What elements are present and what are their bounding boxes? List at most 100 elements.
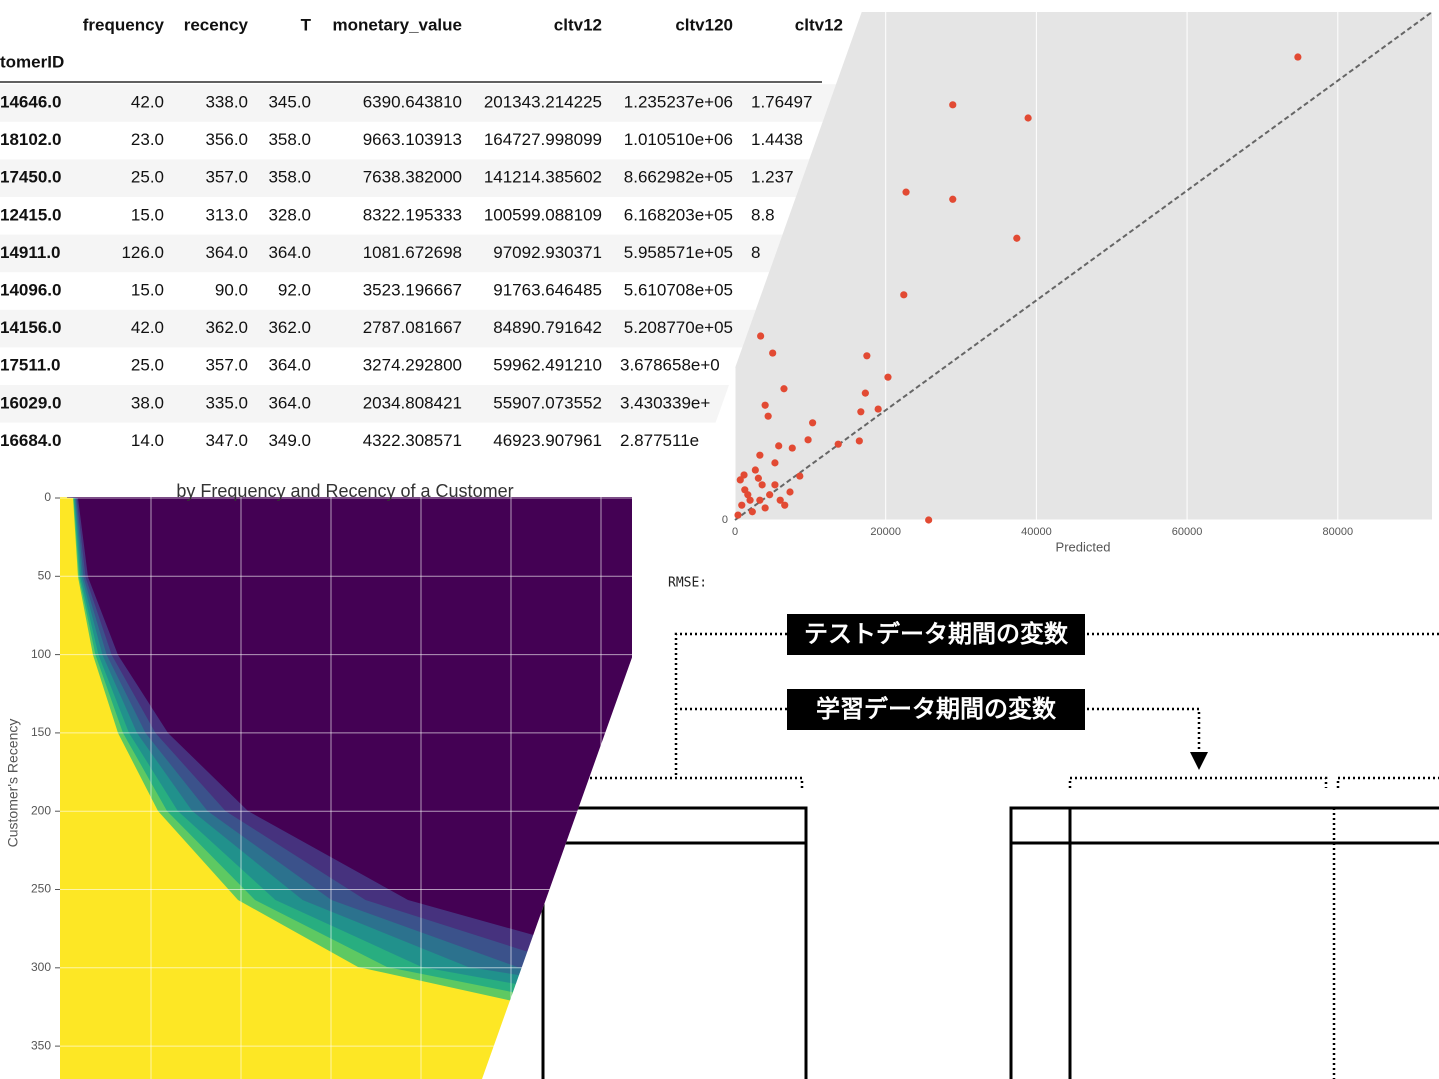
point xyxy=(884,373,892,381)
point xyxy=(781,501,789,509)
table-cell: 3523.196667 xyxy=(363,280,462,299)
point xyxy=(776,496,784,504)
point xyxy=(902,188,910,196)
column-header: T xyxy=(301,15,312,34)
table-cell: 357.0 xyxy=(205,356,248,375)
point xyxy=(788,444,796,452)
table-cell: 356.0 xyxy=(205,130,248,149)
point xyxy=(834,440,842,448)
x-tick-label: 60000 xyxy=(1172,526,1203,538)
table-cell: 38.0 xyxy=(131,393,164,412)
table-cell: 345.0 xyxy=(268,92,311,111)
table-cell: 59962.491210 xyxy=(493,356,602,375)
table-cell: 362.0 xyxy=(205,318,248,337)
row-stripe xyxy=(0,234,900,273)
row-index: 17450.0 xyxy=(0,168,61,187)
table-cell: 164727.998099 xyxy=(484,130,602,149)
point xyxy=(1294,53,1302,61)
table-cell: 335.0 xyxy=(205,393,248,412)
table-cell: 126.0 xyxy=(121,243,164,262)
table-outline xyxy=(1009,806,1439,1079)
table-cell: 364.0 xyxy=(205,243,248,262)
row-stripe xyxy=(0,159,900,197)
index-name: tomerID xyxy=(0,52,64,71)
point xyxy=(863,352,871,360)
row-index: 14156.0 xyxy=(0,318,61,337)
table-cell: 8322.195333 xyxy=(363,205,462,224)
point xyxy=(736,476,744,484)
point xyxy=(925,516,933,524)
table-cell: 1.237 xyxy=(751,168,794,187)
diagram-label: テストデータ期間の変数 xyxy=(804,620,1069,648)
heatmap-band xyxy=(60,497,632,1079)
point xyxy=(764,412,772,420)
row-index: 14911.0 xyxy=(0,243,61,262)
row-stripe xyxy=(0,84,900,122)
point xyxy=(861,389,869,397)
table-cell: 1.235237e+06 xyxy=(624,92,733,111)
point xyxy=(796,472,804,480)
table-cell: 362.0 xyxy=(268,318,311,337)
point xyxy=(734,511,742,519)
point xyxy=(769,349,777,357)
bracket xyxy=(1068,776,1328,788)
table-cell: 141214.385602 xyxy=(484,168,602,187)
y-tick-label: 300 xyxy=(31,960,51,974)
y-axis-label: Customer's Recency xyxy=(5,719,21,848)
table-cell: 4322.308571 xyxy=(363,431,462,450)
point xyxy=(874,405,882,413)
row-index: 17511.0 xyxy=(0,356,61,375)
table-cell: 358.0 xyxy=(268,168,311,187)
heatmap-title: by Frequency and Recency of a Customer xyxy=(176,481,513,501)
row-index: 16684.0 xyxy=(0,431,61,450)
row-index: 18102.0 xyxy=(0,130,61,149)
table-cell: 1.76497 xyxy=(751,92,812,111)
diagram: テストデータ期間の変数 学習データ期間の変数 xyxy=(500,614,1439,1079)
heatmap-edge-column xyxy=(60,497,67,1079)
table-cell: 3274.292800 xyxy=(363,356,462,375)
table-cell: 328.0 xyxy=(268,205,311,224)
x-tick-label: 20000 xyxy=(870,526,901,538)
row-index: 14646.0 xyxy=(0,92,61,111)
table-cell: 25.0 xyxy=(131,356,164,375)
table-cell: 201343.214225 xyxy=(484,92,602,111)
table-cell: 5.208770e+05 xyxy=(624,318,733,337)
table-cell: 5.958571e+05 xyxy=(624,243,733,262)
point xyxy=(748,508,756,516)
table-cell: 3.678658e+0 xyxy=(620,356,720,375)
table-cell: 84890.791642 xyxy=(493,318,602,337)
point xyxy=(758,481,766,489)
column-header: monetary_value xyxy=(333,15,462,34)
table-cell: 313.0 xyxy=(205,205,248,224)
scatter-figure: 0 20000 40000 60000 80000 0 Predicted xyxy=(722,11,1433,554)
table-cell: 55907.073552 xyxy=(493,393,602,412)
table-cell: 3.430339e+ xyxy=(620,393,710,412)
point xyxy=(751,466,759,474)
table-cell: 92.0 xyxy=(278,280,311,299)
arrow-head xyxy=(1190,752,1208,770)
table-cell: 347.0 xyxy=(205,431,248,450)
heatmap-plot xyxy=(60,497,632,1079)
point xyxy=(804,436,812,444)
point xyxy=(756,496,764,504)
y-tick-label: 0 xyxy=(722,514,728,526)
point xyxy=(738,501,746,509)
column-header: frequency xyxy=(83,15,165,34)
x-tick-label: 0 xyxy=(732,526,738,538)
table-cell: 357.0 xyxy=(205,168,248,187)
table-outline xyxy=(541,806,808,1079)
y-tick-label: 100 xyxy=(31,647,51,661)
table-cell: 42.0 xyxy=(131,318,164,337)
point xyxy=(761,504,769,512)
x-axis-label: Predicted xyxy=(1056,539,1111,554)
point xyxy=(855,437,863,445)
point xyxy=(746,496,754,504)
point xyxy=(744,491,752,499)
table-cell: 14.0 xyxy=(131,431,164,450)
point xyxy=(761,401,769,409)
y-tick-label: 150 xyxy=(31,725,51,739)
table-cell: 6.168203e+05 xyxy=(624,205,733,224)
point xyxy=(756,451,764,459)
table-cell: 100599.088109 xyxy=(484,205,602,224)
